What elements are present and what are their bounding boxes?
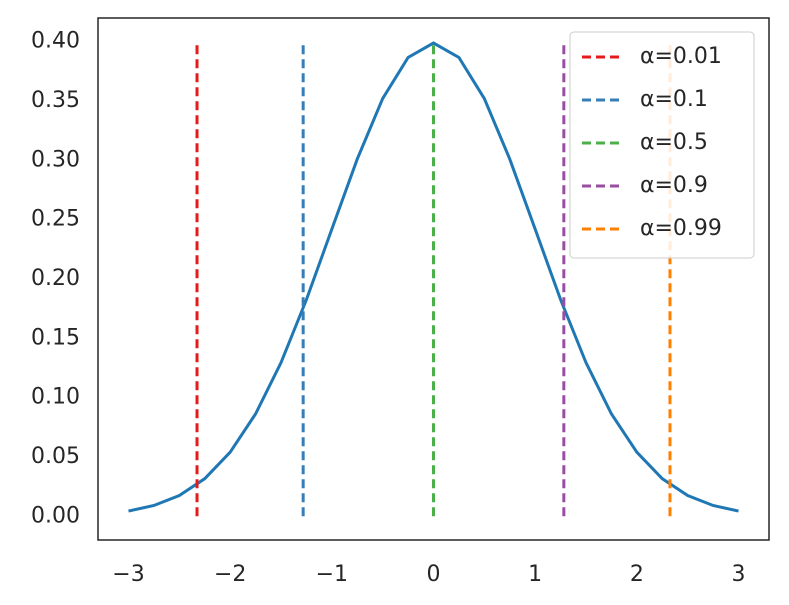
- legend-label: α=0.5: [640, 130, 708, 155]
- x-tick-label: 1: [528, 562, 542, 587]
- x-tick-label: 3: [732, 562, 746, 587]
- y-tick-label: 0.35: [31, 88, 80, 113]
- y-tick-label: 0.05: [31, 444, 80, 469]
- legend-label: α=0.1: [640, 87, 708, 112]
- legend-label: α=0.99: [640, 216, 722, 241]
- y-tick-label: 0.30: [31, 147, 80, 172]
- legend-frame: [569, 31, 755, 259]
- y-tick-label: 0.00: [31, 503, 80, 528]
- x-tick-label: 0: [427, 562, 441, 587]
- legend-label: α=0.01: [640, 44, 722, 69]
- x-tick-label: −3: [112, 562, 144, 587]
- y-tick-label: 0.10: [31, 385, 80, 410]
- density-curve: [128, 41, 739, 513]
- legend: α=0.01 α=0.1 α=0.5 α=0.9 α=0.99: [569, 31, 755, 259]
- y-tick-label: 0.20: [31, 266, 80, 291]
- x-tick-label: 2: [630, 562, 644, 587]
- y-tick-label: 0.40: [31, 29, 80, 54]
- x-tick-label: −2: [214, 562, 246, 587]
- x-tick-label: −1: [316, 562, 348, 587]
- y-tick-label: 0.15: [31, 325, 80, 350]
- y-tick-label: 0.25: [31, 207, 80, 232]
- legend-label: α=0.9: [640, 173, 708, 198]
